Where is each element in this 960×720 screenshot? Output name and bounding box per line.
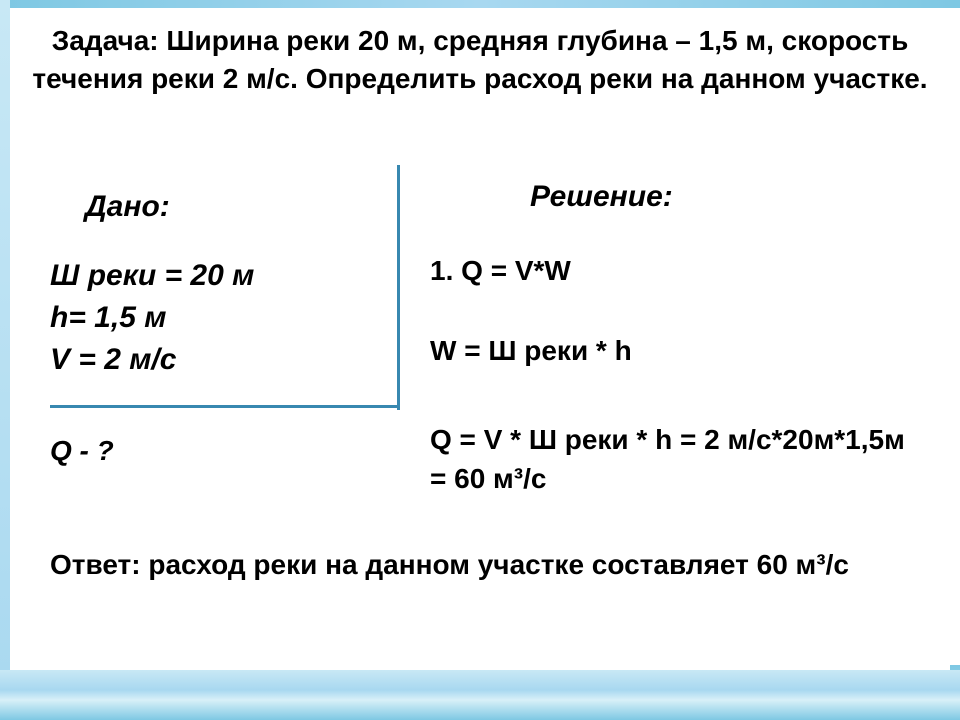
divider-vertical [397,165,400,410]
decorative-border-bottom [0,670,960,720]
answer-text: Ответ: расход реки на данном участке сос… [50,545,910,584]
solution-label: Решение: [530,180,673,214]
given-data-block: Ш реки = 20 м h= 1,5 м V = 2 м/с [50,255,254,381]
decorative-border-top [0,0,960,8]
given-velocity: V = 2 м/с [50,339,254,381]
given-depth: h= 1,5 м [50,297,254,339]
decorative-border-left [0,0,10,720]
divider-horizontal [50,405,400,408]
solution-step-3: Q = V * Ш реки * h = 2 м/с*20м*1,5м = 60… [430,420,910,498]
slide-container: Задача: Ширина реки 20 м, средняя глубин… [0,0,960,720]
given-width: Ш реки = 20 м [50,255,254,297]
solution-step-2: W = Ш реки * h [430,335,632,367]
solution-step-1: 1. Q = V*W [430,255,571,287]
given-label: Дано: [85,190,170,224]
unknown-variable: Q - ? [50,435,114,467]
problem-statement: Задача: Ширина реки 20 м, средняя глубин… [30,22,930,98]
